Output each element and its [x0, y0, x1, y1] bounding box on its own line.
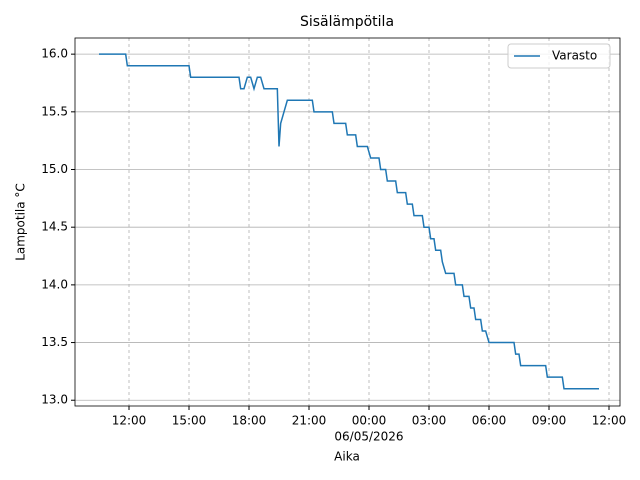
y-tick-label: 13.0 — [41, 393, 68, 407]
y-tick-label: 14.0 — [41, 277, 68, 291]
x-tick-label: 12:00 — [112, 414, 147, 428]
legend-label: Varasto — [552, 49, 597, 63]
y-tick-label: 13.5 — [41, 335, 68, 349]
x-tick-label: 18:00 — [232, 414, 267, 428]
x-date-label: 06/05/2026 — [334, 430, 403, 444]
x-tick-label: 09:00 — [532, 414, 567, 428]
chart-title: Sisälämpötila — [300, 14, 394, 30]
x-tick-label: 15:00 — [172, 414, 207, 428]
y-tick-label: 15.5 — [41, 104, 68, 118]
x-tick-label: 06:00 — [472, 414, 507, 428]
axes-frame — [74, 37, 621, 407]
y-axis-label: Lampotila °C — [14, 183, 28, 261]
x-axis-label: Aika — [334, 450, 360, 464]
y-tick-label: 15.0 — [41, 162, 68, 176]
y-tick-label: 16.0 — [41, 47, 68, 61]
x-tick-label: 00:00 — [352, 414, 387, 428]
x-tick-label: 21:00 — [292, 414, 327, 428]
x-tick-label: 12:00 — [592, 414, 627, 428]
data-line — [99, 53, 599, 390]
x-tick-label: 03:00 — [412, 414, 447, 428]
y-tick-label: 14.5 — [41, 220, 68, 234]
legend-box — [507, 43, 611, 69]
